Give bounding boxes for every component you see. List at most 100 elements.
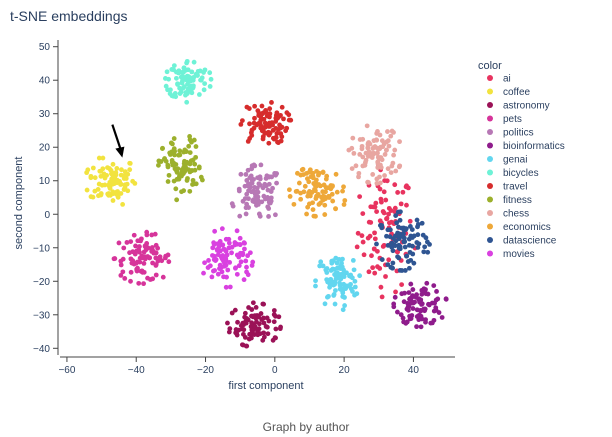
data-point <box>273 172 279 178</box>
data-point <box>320 189 326 195</box>
data-point <box>240 250 246 256</box>
data-point <box>399 268 405 273</box>
data-point <box>265 187 271 193</box>
data-point <box>287 194 293 199</box>
data-point <box>132 251 138 257</box>
data-point <box>243 258 249 264</box>
data-point <box>211 240 217 246</box>
data-point <box>316 202 322 207</box>
data-point <box>273 212 278 218</box>
data-point <box>256 314 262 320</box>
data-point <box>229 310 235 316</box>
data-point <box>233 327 239 332</box>
data-point <box>315 191 321 197</box>
data-point <box>287 187 292 193</box>
data-point <box>313 196 319 201</box>
data-point <box>118 172 124 178</box>
data-point <box>177 91 183 96</box>
data-point <box>419 220 425 226</box>
data-point <box>118 182 123 187</box>
data-point <box>304 176 310 182</box>
data-point <box>119 167 124 173</box>
data-point <box>283 128 289 134</box>
data-point <box>102 175 108 181</box>
data-point <box>270 135 276 141</box>
legend-item: datascience <box>503 236 557 247</box>
data-point <box>384 216 389 222</box>
data-point <box>360 239 366 245</box>
data-point <box>268 195 274 201</box>
data-point <box>133 243 138 249</box>
data-point <box>298 172 304 178</box>
data-point <box>296 180 302 186</box>
data-point <box>263 108 268 113</box>
y-tick-label: 10 <box>39 176 51 187</box>
data-point <box>385 129 390 134</box>
data-point <box>273 313 278 319</box>
data-point <box>84 187 90 193</box>
data-point <box>421 306 427 312</box>
data-point <box>375 150 380 156</box>
x-tick-label: 40 <box>408 365 420 376</box>
data-point <box>407 224 413 229</box>
y-tick-label: −10 <box>33 243 50 254</box>
data-point <box>184 73 190 79</box>
y-tick-label: 0 <box>44 210 50 221</box>
data-point <box>382 173 387 178</box>
data-point <box>212 228 218 234</box>
data-point <box>329 260 335 266</box>
chart-title: t-SNE embeddings <box>10 8 128 24</box>
data-point <box>160 145 165 151</box>
data-point <box>337 280 342 286</box>
data-point <box>320 169 326 175</box>
data-point <box>249 320 255 326</box>
data-point <box>397 246 403 252</box>
data-point <box>166 259 172 265</box>
data-point <box>395 224 401 230</box>
data-point <box>273 326 279 332</box>
data-point <box>257 213 263 219</box>
data-point <box>281 116 286 122</box>
data-point <box>310 207 316 213</box>
data-point <box>189 69 195 75</box>
data-point <box>139 268 145 274</box>
data-point <box>234 330 239 336</box>
data-point <box>122 275 128 281</box>
data-point <box>393 213 399 218</box>
data-point <box>245 167 251 173</box>
data-point <box>221 246 227 252</box>
data-point <box>279 104 285 110</box>
data-point <box>244 264 249 270</box>
data-point <box>419 301 424 307</box>
data-point <box>351 150 357 156</box>
data-point <box>385 262 391 268</box>
data-point <box>357 273 363 279</box>
y-tick-label: 30 <box>39 109 51 120</box>
data-point <box>340 256 345 262</box>
data-point <box>252 115 257 121</box>
data-point <box>165 179 171 184</box>
data-point <box>388 264 394 270</box>
data-point <box>174 176 180 182</box>
data-point <box>192 161 198 167</box>
data-point <box>382 178 388 183</box>
data-point <box>206 258 211 263</box>
data-point <box>365 145 371 151</box>
data-point <box>163 158 169 164</box>
series-pets <box>111 229 172 287</box>
data-point <box>406 242 412 248</box>
y-tick-label: −40 <box>33 344 50 355</box>
data-point <box>381 242 387 248</box>
legend-marker <box>487 88 493 95</box>
data-point <box>244 269 249 275</box>
data-point <box>96 181 102 187</box>
data-point <box>266 123 272 129</box>
data-point <box>266 206 272 211</box>
data-point <box>415 224 420 230</box>
data-point <box>183 90 189 95</box>
data-point <box>88 173 94 179</box>
data-point <box>190 182 195 187</box>
data-point <box>425 291 431 297</box>
legend-item: fitness <box>503 195 532 206</box>
